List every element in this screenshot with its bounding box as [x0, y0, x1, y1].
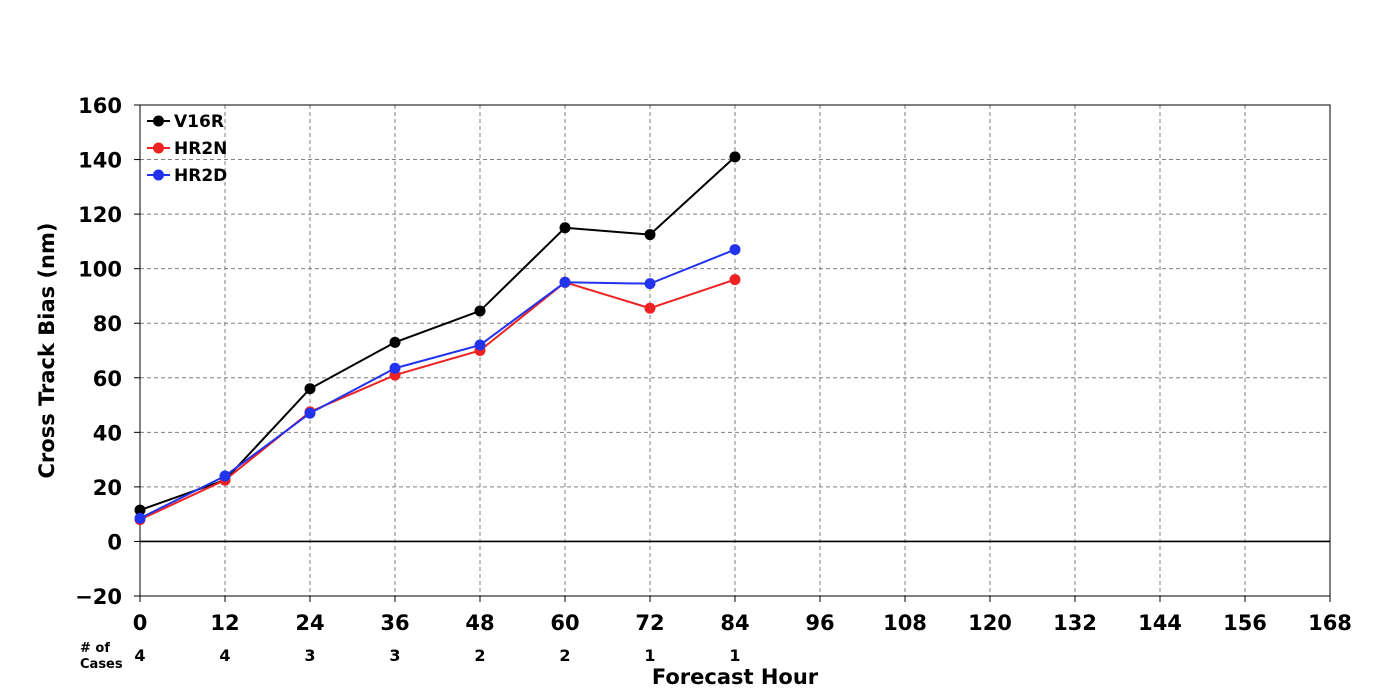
- legend-label: HR2N: [174, 139, 227, 159]
- legend: V16R HR2N HR2D: [147, 112, 227, 186]
- y-tick-label: 100: [78, 258, 122, 282]
- x-axis-title: Forecast Hour: [652, 665, 819, 689]
- cases-value: 1: [729, 646, 740, 665]
- data-point: [729, 274, 741, 286]
- x-tick-label: 48: [465, 611, 494, 635]
- y-tick-label: 80: [93, 312, 122, 336]
- series-layer: [134, 151, 741, 526]
- data-point: [304, 383, 316, 395]
- data-point: [644, 302, 656, 314]
- legend-marker: [153, 169, 164, 181]
- x-tick-label: 96: [805, 611, 834, 635]
- x-tick-label: 156: [1223, 611, 1267, 635]
- x-tick-label: 0: [133, 611, 148, 635]
- data-point: [134, 504, 146, 516]
- x-tick-label: 168: [1308, 611, 1352, 635]
- x-tick-label: 120: [968, 611, 1012, 635]
- cases-value: 4: [134, 646, 145, 665]
- cases-value: 2: [559, 646, 570, 665]
- legend-label: HR2D: [174, 166, 227, 186]
- legend-item-v16r: V16R: [147, 112, 224, 132]
- y-tick-label: 120: [78, 203, 122, 227]
- cases-value: 3: [304, 646, 315, 665]
- x-tick-label: 108: [883, 611, 927, 635]
- series-hr2d: [134, 244, 741, 524]
- data-point: [644, 278, 656, 290]
- x-tick-label: 84: [720, 611, 749, 635]
- y-tick-label: 20: [93, 476, 122, 500]
- y-tick-label: 140: [78, 149, 122, 173]
- x-tick-label: 24: [295, 611, 324, 635]
- y-tick-label: 60: [93, 367, 122, 391]
- x-tick-label: 12: [210, 611, 239, 635]
- data-point: [134, 512, 146, 524]
- x-tick-label: 132: [1053, 611, 1097, 635]
- data-point: [644, 229, 656, 241]
- data-point: [474, 339, 486, 351]
- series-line: [139, 278, 736, 521]
- y-axis-ticks: −20 0 20 40 60 80 100 120 140 160: [75, 94, 140, 609]
- data-point: [304, 407, 316, 419]
- x-tick-label: 72: [635, 611, 664, 635]
- x-tick-label: 60: [550, 611, 579, 635]
- y-tick-label: 0: [107, 530, 122, 554]
- y-tick-label: −20: [75, 585, 122, 609]
- series-line: [139, 248, 736, 520]
- x-axis-ticks: 0 12 24 36 48 60 72 84 96 108 120 132 144 156 168: [133, 596, 1352, 635]
- cases-row: # of Cases 4 4 3 3 2 2 1 1: [80, 641, 741, 672]
- data-point: [559, 222, 571, 234]
- x-tick-label: 36: [380, 611, 409, 635]
- cases-label-line1: # of: [80, 641, 110, 656]
- legend-marker: [153, 115, 164, 127]
- data-point: [729, 244, 741, 256]
- data-point: [389, 362, 401, 374]
- series-line: [139, 156, 736, 512]
- y-tick-label: 160: [78, 94, 122, 118]
- legend-marker: [153, 142, 164, 154]
- data-point: [559, 276, 571, 288]
- cases-value: 4: [219, 646, 230, 665]
- y-axis-title: Cross Track Bias (nm): [35, 223, 59, 479]
- cases-value: 2: [474, 646, 485, 665]
- legend-item-hr2d: HR2D: [147, 166, 227, 186]
- cases-value: 3: [389, 646, 400, 665]
- data-point: [219, 470, 231, 482]
- cases-value: 1: [644, 646, 655, 665]
- y-tick-label: 40: [93, 421, 122, 445]
- x-tick-label: 144: [1138, 611, 1182, 635]
- grid-lines: [140, 105, 1330, 596]
- data-point: [474, 305, 486, 317]
- legend-label: V16R: [174, 112, 224, 132]
- cases-label-line2: Cases: [80, 657, 123, 672]
- legend-item-hr2n: HR2N: [147, 139, 227, 159]
- data-point: [389, 336, 401, 348]
- data-point: [729, 151, 741, 163]
